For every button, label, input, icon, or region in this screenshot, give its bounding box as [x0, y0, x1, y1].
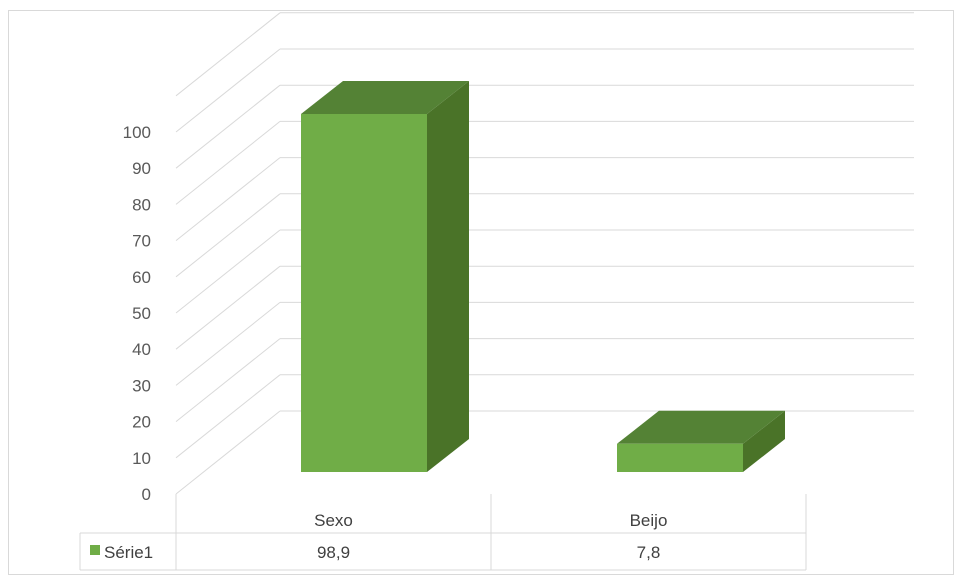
- gridline-side: [175, 265, 281, 350]
- gridline-side: [175, 48, 281, 133]
- gridline-side: [175, 84, 281, 169]
- chart-frame: [8, 10, 954, 575]
- gridline-side: [175, 302, 281, 386]
- bars: [301, 80, 785, 473]
- bar-side-face: [427, 80, 469, 473]
- y-axis-ticks: 0 10 20 30 40 50 60 70 80 90 100: [123, 123, 151, 504]
- data-label: 7,8: [637, 543, 661, 562]
- y-tick-label: 90: [132, 159, 151, 178]
- data-label: 98,9: [317, 543, 350, 562]
- gridline-side: [175, 338, 281, 422]
- gridline-side: [175, 374, 281, 459]
- y-tick-label: 40: [132, 340, 151, 359]
- gridline-side: [175, 12, 281, 97]
- gridline-side: [175, 121, 281, 205]
- bar-front-face: [301, 113, 427, 473]
- gridlines: [175, 12, 914, 495]
- bar-beijo: [617, 410, 785, 472]
- gridline-side: [175, 229, 281, 314]
- legend-series-name: Série1: [104, 543, 153, 562]
- y-tick-label: 50: [132, 304, 151, 323]
- y-tick-label: 80: [132, 195, 151, 214]
- bar-side-face: [743, 410, 785, 472]
- y-tick-label: 70: [132, 232, 151, 251]
- bar-top-face: [617, 410, 785, 444]
- category-label: Beijo: [630, 511, 668, 530]
- data-table: Sexo 98,9 Beijo 7,8 Série1: [79, 494, 807, 571]
- gridline-side: [175, 193, 281, 278]
- bar-sexo: [301, 80, 469, 473]
- y-tick-label: 10: [132, 449, 151, 468]
- y-tick-label: 20: [132, 413, 151, 432]
- gridline-side: [175, 410, 281, 495]
- y-tick-label: 60: [132, 268, 151, 287]
- bar-top-face: [301, 80, 469, 114]
- bar-front-face: [617, 443, 743, 472]
- y-tick-label: 0: [142, 485, 151, 504]
- category-label: Sexo: [314, 511, 353, 530]
- y-tick-label: 30: [132, 376, 151, 395]
- gridline-side: [175, 157, 281, 241]
- y-tick-label: 100: [123, 123, 151, 142]
- legend-swatch: [90, 545, 100, 555]
